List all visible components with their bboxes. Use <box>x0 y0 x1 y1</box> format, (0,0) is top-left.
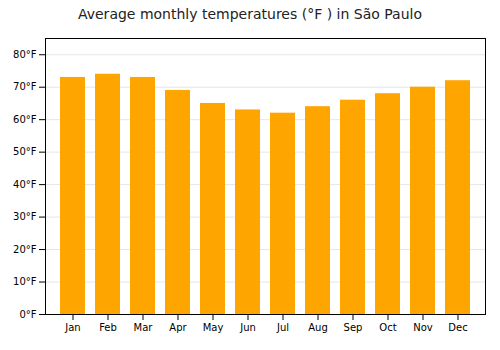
svg-text:Jul: Jul <box>276 322 289 333</box>
svg-text:Feb: Feb <box>99 322 117 333</box>
svg-text:70°F: 70°F <box>13 81 37 92</box>
svg-text:40°F: 40°F <box>13 179 37 190</box>
svg-text:Mar: Mar <box>134 322 154 333</box>
svg-text:Nov: Nov <box>413 322 433 333</box>
svg-text:60°F: 60°F <box>13 114 37 125</box>
svg-text:Sep: Sep <box>344 322 363 333</box>
svg-text:Dec: Dec <box>448 322 467 333</box>
svg-text:Aug: Aug <box>308 322 328 333</box>
svg-text:May: May <box>203 322 224 333</box>
svg-text:80°F: 80°F <box>13 49 37 60</box>
html-text:Average monthly temperatures (: Average monthly temperatures (°F ) in Sã… <box>78 6 422 22</box>
svg-text:Apr: Apr <box>169 322 187 333</box>
svg-text:Jun: Jun <box>239 322 256 333</box>
svg-text:Oct: Oct <box>379 322 396 333</box>
svg-text:10°F: 10°F <box>13 276 37 287</box>
svg-text:Jan: Jan <box>64 322 80 333</box>
svg-text:50°F: 50°F <box>13 146 37 157</box>
svg-text:30°F: 30°F <box>13 211 37 222</box>
svg-text:0°F: 0°F <box>19 309 36 320</box>
svg-text:20°F: 20°F <box>13 244 37 255</box>
